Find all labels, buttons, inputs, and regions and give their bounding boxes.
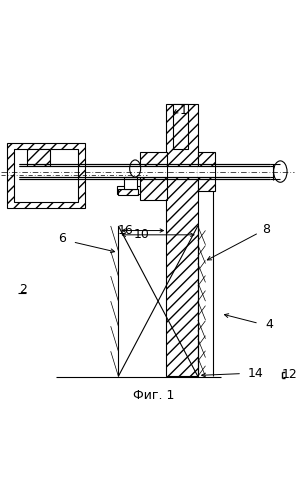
Bar bbox=[140, 152, 167, 200]
Text: 10: 10 bbox=[133, 229, 149, 242]
Bar bbox=[124, 177, 137, 189]
Ellipse shape bbox=[130, 160, 141, 177]
Bar bbox=[166, 104, 198, 376]
Text: 16: 16 bbox=[118, 224, 134, 237]
Bar bbox=[19, 166, 276, 177]
Text: 12: 12 bbox=[282, 368, 297, 381]
Text: 14: 14 bbox=[248, 367, 264, 380]
Bar bbox=[14, 149, 78, 202]
Bar bbox=[140, 166, 167, 177]
Text: 1: 1 bbox=[180, 104, 188, 117]
Bar bbox=[119, 189, 138, 196]
Text: 4: 4 bbox=[266, 318, 274, 331]
Text: 6: 6 bbox=[58, 233, 66, 246]
Bar bbox=[198, 152, 215, 191]
Bar bbox=[173, 104, 188, 149]
Text: 8: 8 bbox=[262, 223, 270, 236]
Text: Фиг. 1: Фиг. 1 bbox=[133, 389, 174, 402]
Bar bbox=[117, 186, 140, 194]
Bar bbox=[7, 143, 85, 208]
Bar bbox=[27, 149, 50, 166]
Bar bbox=[27, 166, 50, 177]
Ellipse shape bbox=[274, 161, 287, 182]
Text: 2: 2 bbox=[19, 283, 27, 296]
Bar bbox=[198, 166, 215, 177]
